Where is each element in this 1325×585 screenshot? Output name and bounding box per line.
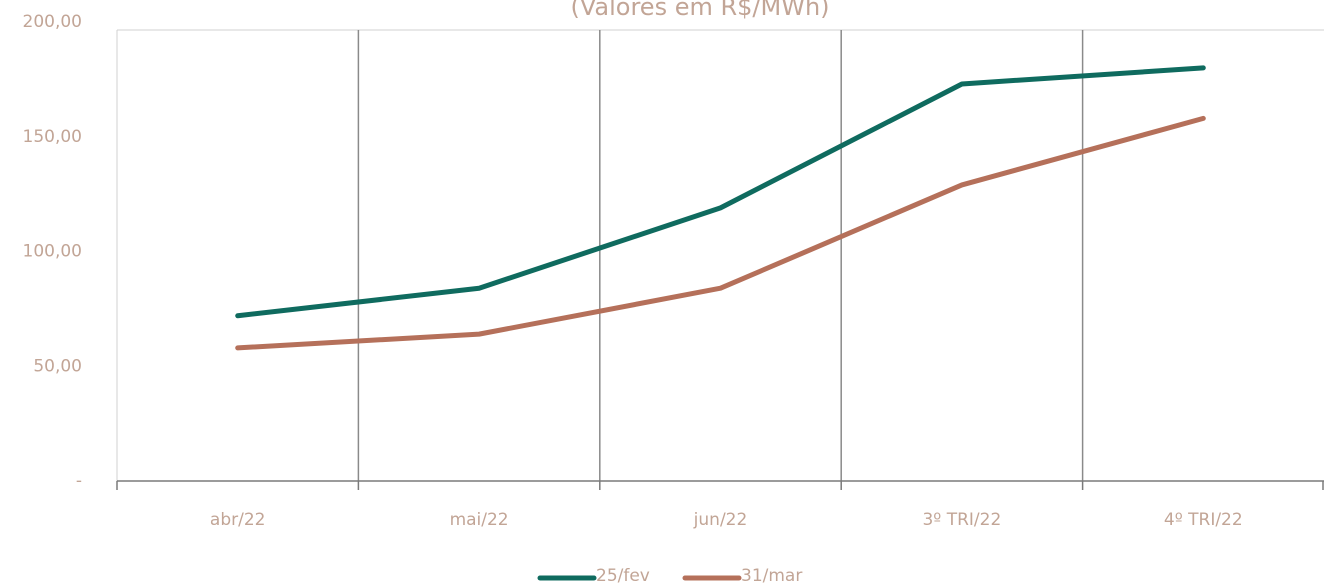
y-tick-label: 50,00 [33,356,82,376]
y-tick-label: - [76,471,82,491]
x-tick-label: jun/22 [693,510,748,530]
y-tick-label: 100,00 [23,242,82,262]
x-tick-label: abr/22 [210,510,266,530]
legend-label: 31/mar [741,566,802,585]
y-tick-label: 150,00 [23,127,82,147]
legend-label: 25/fev [596,566,650,585]
y-tick-label: 200,00 [23,12,82,32]
x-tick-label: 3º TRI/22 [922,510,1001,530]
series-line [235,115,1206,351]
x-tick-label: mai/22 [450,510,509,530]
x-tick-label: 4º TRI/22 [1164,510,1243,530]
series-line [235,65,1206,319]
chart-subtitle: (Valores em R$/MWh) [570,0,829,21]
